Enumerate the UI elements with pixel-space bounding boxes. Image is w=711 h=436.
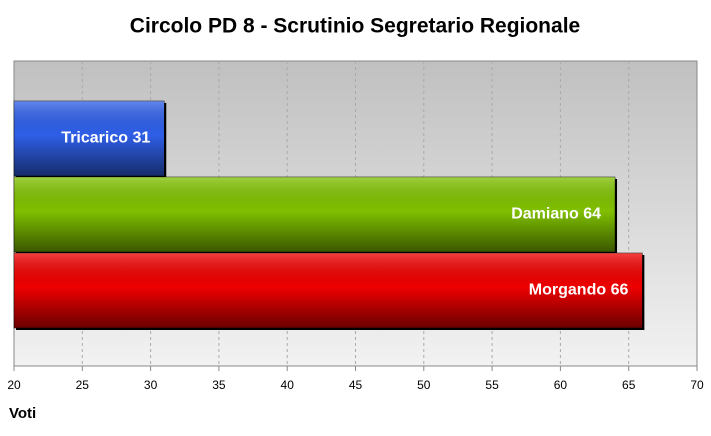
x-tick-label: 35 [212,378,226,392]
bar-label: Morgando 66 [529,282,629,299]
chart-title: Circolo PD 8 - Scrutinio Segretario Regi… [130,15,580,38]
bar-shade [14,253,643,328]
bar-label: Damiano 64 [511,206,601,223]
x-tick-label: 70 [690,378,704,392]
bar-shade [14,101,165,176]
bar-shade [14,177,616,252]
x-tick-label: 40 [281,378,295,392]
x-tick-label: 45 [349,378,363,392]
x-tick-label: 50 [417,378,431,392]
x-tick-label: 60 [554,378,568,392]
bar-label: Tricarico 31 [61,130,150,147]
x-tick-label: 55 [485,378,499,392]
x-tick-label: 20 [7,378,21,392]
x-tick-label: 65 [622,378,636,392]
x-tick-label: 30 [144,378,158,392]
x-axis-label: Voti [9,405,36,422]
x-tick-label: 25 [76,378,90,392]
